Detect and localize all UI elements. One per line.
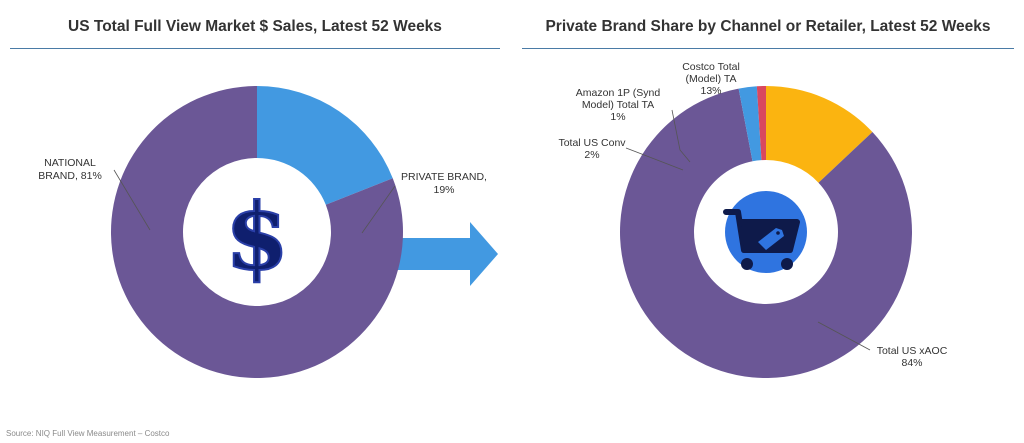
left-title-rule xyxy=(10,48,500,49)
slice-costco-total-model-ta-13 xyxy=(766,86,873,183)
slice-national-brand-81 xyxy=(111,86,403,378)
slice-total-us-xaoc-84 xyxy=(620,88,913,379)
total-us-conv-leader-line xyxy=(625,147,684,171)
national-brand-label: NATIONAL BRAND, 81% xyxy=(38,157,102,182)
dollar-sign-icon: $ xyxy=(224,182,290,292)
total-us-xaoc-label: Total US xAOC 84% xyxy=(877,345,948,369)
svg-text:$: $ xyxy=(225,183,289,291)
costco-label: Costco Total (Model) TA 13% xyxy=(682,61,740,97)
right-arrow-icon xyxy=(388,222,498,286)
amazon-label: Amazon 1P (Synd Model) Total TA 1% xyxy=(576,87,661,123)
right-pie xyxy=(620,86,913,379)
slice-total-us-conv-2 xyxy=(738,86,762,162)
private-brand-label: PRIVATE BRAND, 19% xyxy=(401,171,487,196)
left-chart-title: US Total Full View Market $ Sales, Lates… xyxy=(68,18,442,35)
slice-amazon-1p-synd-model-total-ta-1 xyxy=(756,86,766,161)
source-note: Source: NIQ Full View Measurement – Cost… xyxy=(6,429,170,438)
slice-private-brand-19 xyxy=(257,86,393,205)
amazon-leader-line xyxy=(671,109,691,163)
xaoc-leader-line xyxy=(817,321,871,351)
national-brand-leader-line xyxy=(113,169,151,231)
right-title-rule xyxy=(522,48,1014,49)
shopping-cart-tag-icon xyxy=(723,191,807,273)
left-pie xyxy=(111,86,403,378)
right-chart-title: Private Brand Share by Channel or Retail… xyxy=(545,18,991,35)
private-brand-leader-line xyxy=(361,185,396,234)
total-us-conv-label: Total US Conv 2% xyxy=(558,137,626,161)
